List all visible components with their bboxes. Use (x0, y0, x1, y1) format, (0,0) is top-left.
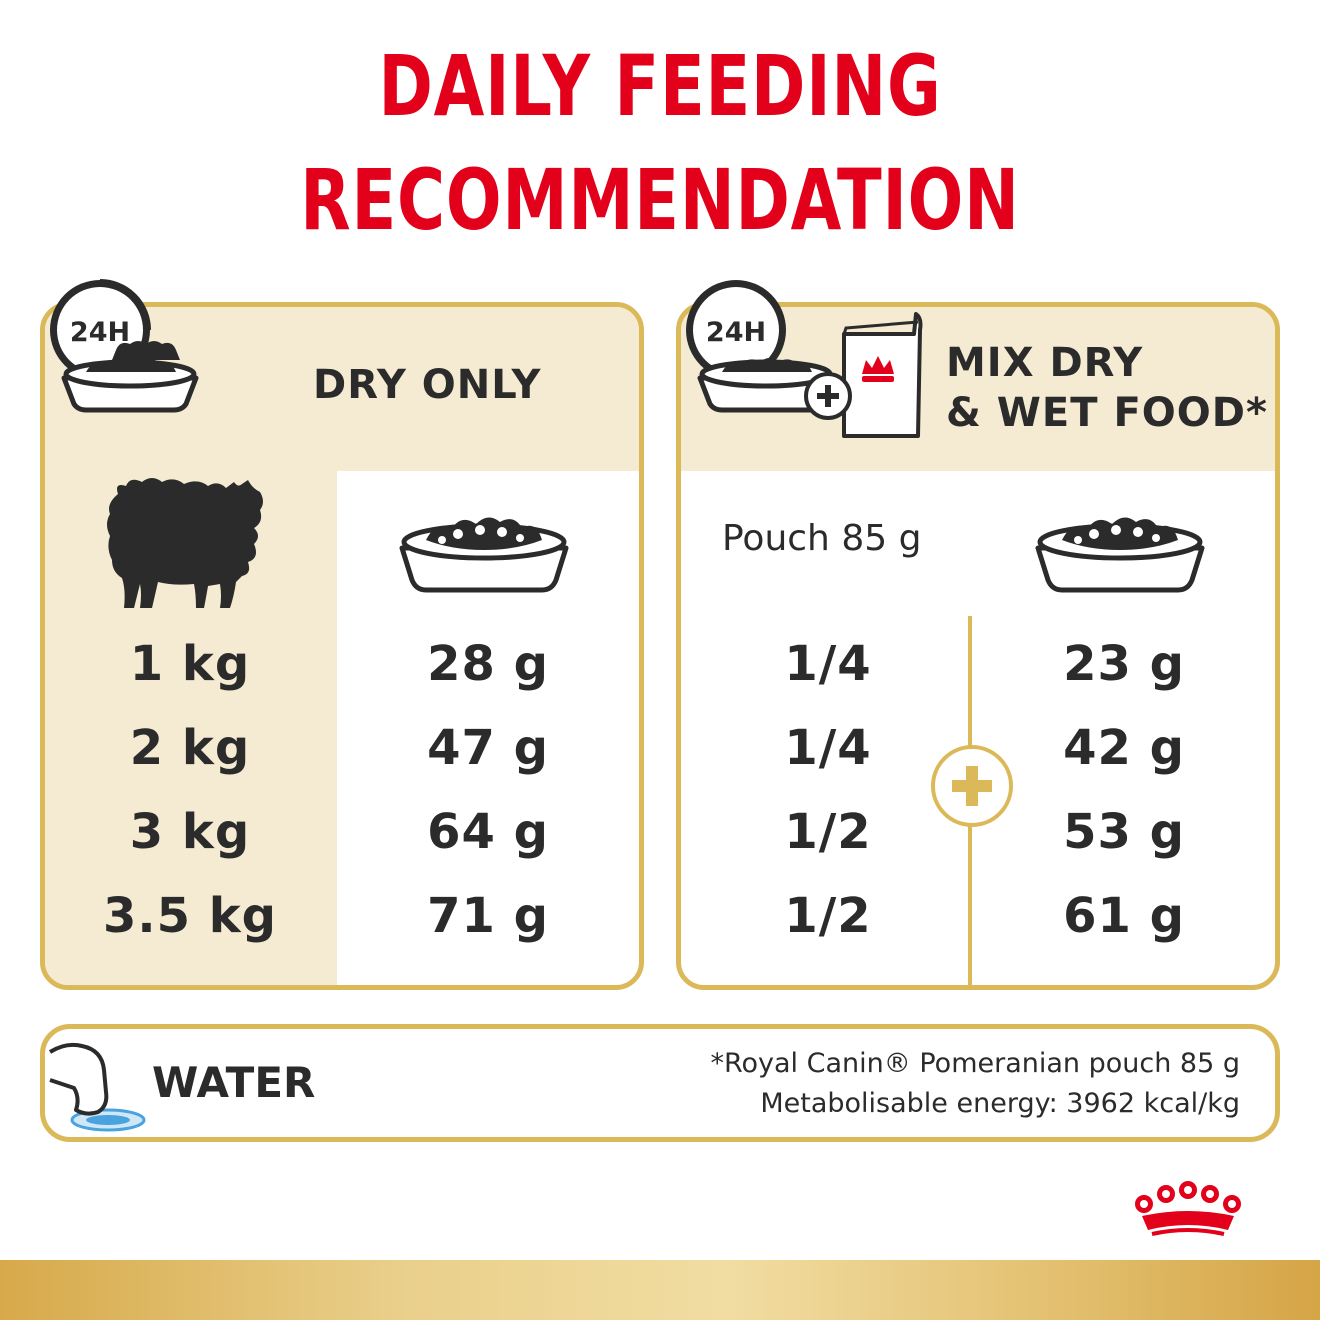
clock-24h-icon: 24H (50, 279, 199, 413)
food-bowl-icon (61, 341, 199, 413)
page-title-line1: DAILY FEEDING (378, 37, 942, 135)
crown-logo-icon (1135, 1181, 1241, 1236)
pouch-amount-4: 1/2 (784, 888, 872, 944)
dog-silhouette-icon (107, 478, 263, 608)
plus-icon (804, 372, 852, 420)
pouch-amount-1: 1/4 (784, 636, 872, 692)
mix-heading: MIX DRY & WET FOOD* (946, 338, 1268, 438)
dry-only-heading: DRY ONLY (313, 362, 542, 408)
pouch-amount-2: 1/4 (784, 720, 872, 776)
food-bowl-icon (399, 517, 569, 593)
mix-dry-amount-3: 53 g (1063, 804, 1185, 860)
weight-2: 2 kg (129, 720, 251, 776)
dry-amount-3: 64 g (427, 804, 549, 860)
mix-dry-amount-1: 23 g (1063, 636, 1185, 692)
dry-amount-2: 47 g (427, 720, 549, 776)
plus-icon (931, 745, 1013, 827)
bottom-gold-band (0, 1260, 1320, 1320)
weight-4: 3.5 kg (102, 888, 278, 944)
dry-amount-1: 28 g (427, 636, 549, 692)
water-panel (40, 1024, 1280, 1142)
food-bowl-icon (1035, 517, 1205, 593)
mix-dry-amount-4: 61 g (1063, 888, 1185, 944)
pouch-amount-3: 1/2 (784, 804, 872, 860)
weight-1: 1 kg (129, 636, 251, 692)
water-bowl-icon (48, 1042, 146, 1132)
water-label: WATER (152, 1058, 316, 1107)
weight-3: 3 kg (129, 804, 251, 860)
energy-footnote: Metabolisable energy: 3962 kcal/kg (760, 1088, 1240, 1119)
clock-label: 24H (70, 317, 130, 348)
wet-food-pouch-icon (842, 312, 923, 438)
clock-24h-icon: 24H (686, 280, 923, 438)
pouch-label: Pouch 85 g (722, 518, 922, 559)
mix-heading-line1: MIX DRY (946, 340, 1144, 386)
mix-heading-line2: & WET FOOD* (946, 390, 1268, 436)
page-title-line2: RECOMMENDATION (300, 151, 1020, 249)
dry-amount-4: 71 g (427, 888, 549, 944)
mix-dry-amount-2: 42 g (1063, 720, 1185, 776)
clock-label: 24H (706, 317, 766, 348)
pouch-footnote: *Royal Canin® Pomeranian pouch 85 g (710, 1048, 1240, 1079)
